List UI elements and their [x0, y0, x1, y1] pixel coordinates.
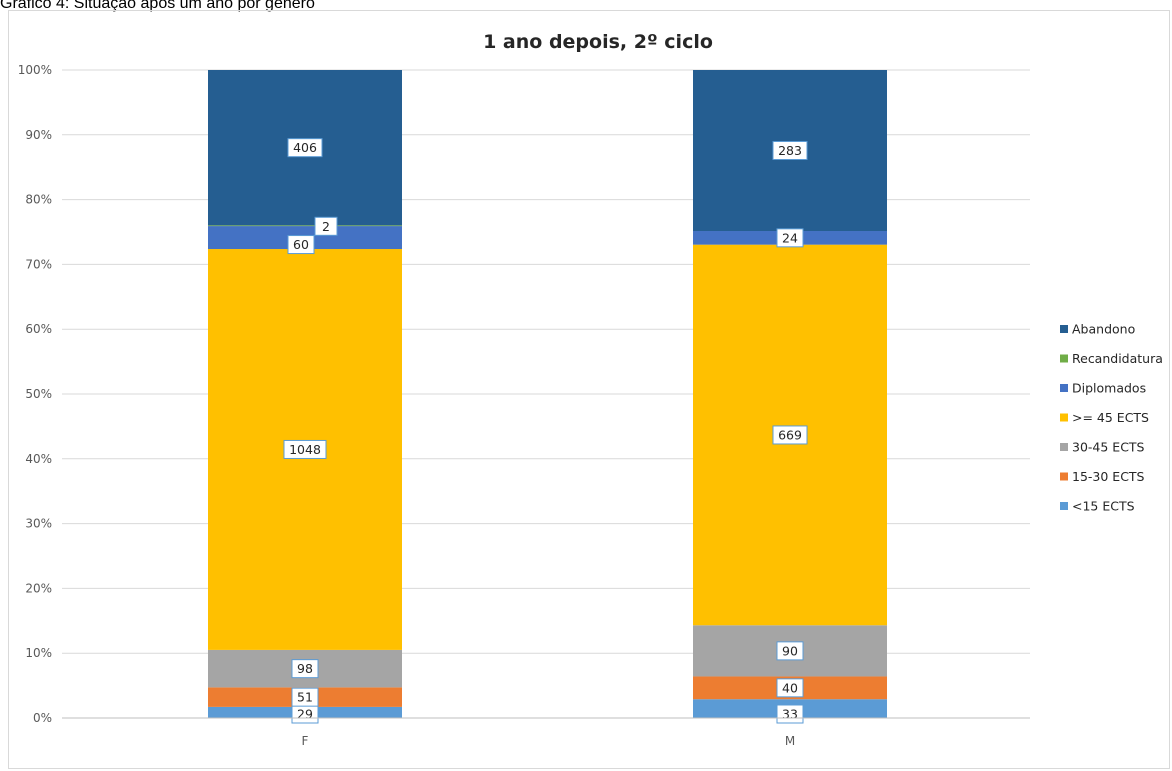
legend-swatch-gte-45-ects	[1060, 413, 1068, 422]
legend-swatch-30-45-ects	[1060, 443, 1068, 451]
data-label-f-diplomados: 60	[293, 237, 309, 252]
data-label-f-recandidatura: 2	[322, 219, 330, 234]
data-label-box	[776, 228, 804, 248]
legend[interactable]: Abandono Recandidatura Diplomados >= 45 ECT…	[1060, 322, 1163, 514]
data-label-box	[291, 659, 319, 679]
legend-label-diplomados[interactable]: Diplomados	[1072, 381, 1146, 396]
y-tick-label: 60%	[25, 322, 52, 336]
legend-label-30-45-ects[interactable]: 30-45 ECTS	[1072, 440, 1145, 455]
data-label-box	[291, 687, 319, 707]
y-tick-label: 100%	[18, 63, 52, 77]
chart-title: 1 ano depois, 2º ciclo	[483, 31, 713, 53]
x-tick-label: M	[785, 734, 795, 748]
legend-swatch-abandono	[1060, 325, 1068, 333]
legend-label-recandidatura[interactable]: Recandidatura	[1072, 351, 1163, 366]
y-tick-label: 80%	[25, 193, 52, 207]
data-label-f-abandono: 406	[293, 140, 317, 155]
bars	[208, 70, 887, 718]
legend-swatch-15-30-ects	[1060, 472, 1068, 481]
data-label-box	[776, 641, 804, 661]
chart-frame	[8, 10, 1170, 769]
data-label-box	[287, 138, 323, 158]
data-label-m-30-45-ects: 90	[782, 643, 798, 658]
data-label-box	[314, 216, 338, 236]
data-label-f-lt15-ects: 29	[297, 707, 313, 722]
y-tick-label: 20%	[25, 581, 52, 595]
data-label-f-30-45-ects: 98	[297, 661, 313, 676]
data-label-box	[287, 235, 315, 255]
data-label-m-diplomados: 24	[782, 230, 798, 245]
data-label-m-15-30-ects: 40	[782, 680, 798, 695]
legend-swatch-diplomados	[1060, 384, 1068, 392]
y-tick-label: 70%	[25, 257, 52, 271]
legend-label-gte-45-ects[interactable]: >= 45 ECTS	[1072, 410, 1149, 425]
y-tick-label: 10%	[25, 646, 52, 660]
x-tick-label: F	[302, 734, 309, 748]
axes: 0% 10% 20% 30% 40% 50% 60% 70% 80% 90% 100% F M	[18, 63, 1030, 748]
bar-segment-f-recandidatura	[208, 225, 402, 227]
data-label-m-abandono: 283	[778, 143, 802, 158]
legend-label-15-30-ects[interactable]: 15-30 ECTS	[1072, 469, 1145, 484]
data-label-m-lt15-ects: 33	[782, 707, 798, 722]
y-tick-label: 30%	[25, 517, 52, 531]
data-label-box	[772, 425, 808, 445]
y-tick-label: 90%	[25, 128, 52, 142]
y-tick-label: 40%	[25, 452, 52, 466]
legend-swatch-recandidatura	[1060, 354, 1068, 363]
figure-caption: Gráfico 4: Situação após um ano por géne…	[0, 0, 315, 12]
data-labels: 29 51 98 1048 60 2 406 33 40 90 669 24 283	[283, 138, 808, 724]
data-label-m-gte-45-ects: 669	[778, 427, 802, 442]
data-label-box	[772, 141, 808, 161]
y-tick-label: 50%	[25, 387, 52, 401]
data-label-box	[283, 439, 327, 459]
data-label-box	[776, 678, 804, 698]
data-label-f-15-30-ects: 51	[297, 690, 313, 705]
data-label-f-gte-45-ects: 1048	[289, 442, 321, 457]
y-tick-label: 0%	[33, 711, 52, 725]
legend-swatch-lt15-ects	[1060, 502, 1068, 510]
legend-label-abandono[interactable]: Abandono	[1072, 322, 1135, 337]
legend-label-lt15-ects[interactable]: <15 ECTS	[1072, 499, 1135, 514]
